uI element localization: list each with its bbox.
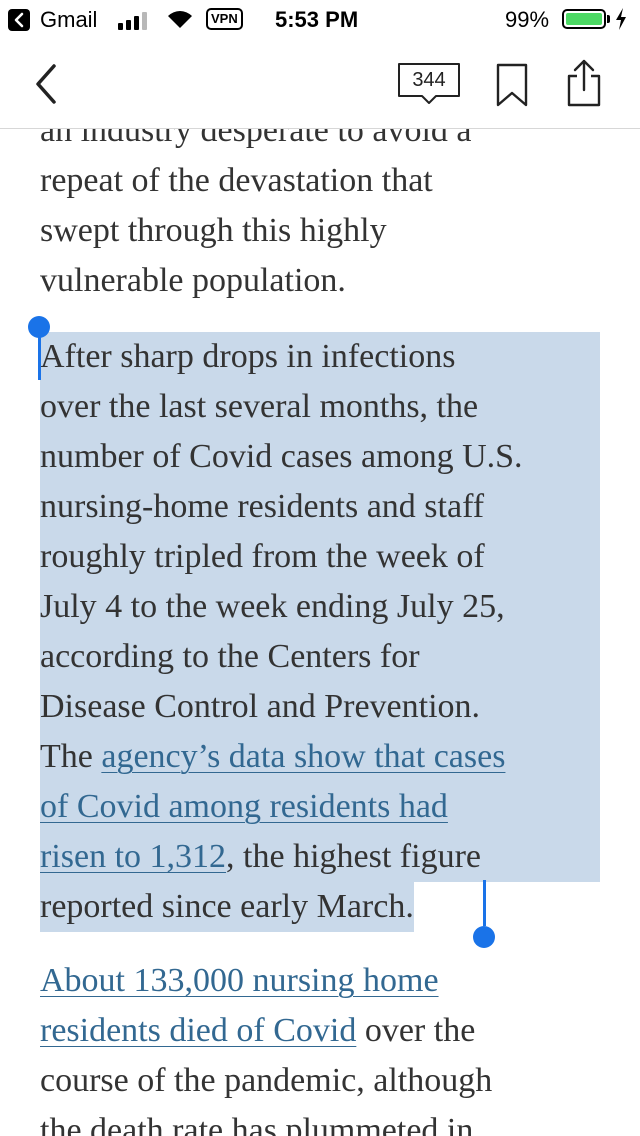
selected-text-line: The agency’s data show that cases: [40, 732, 600, 782]
battery-tip: [607, 15, 610, 23]
text-line: About 133,000 nursing home: [40, 956, 600, 1006]
wifi-icon: [168, 11, 192, 28]
comments-button[interactable]: 344: [396, 62, 462, 104]
text-line: residents died of Covid over the: [40, 1006, 600, 1056]
line-text: The: [40, 738, 102, 775]
selected-text-line: After sharp drops in infections: [40, 332, 600, 382]
selected-text-line: risen to 1,312, the highest figure: [40, 832, 600, 882]
charging-bolt-icon: [616, 8, 626, 30]
cdc-data-link[interactable]: of Covid among residents had: [40, 788, 448, 825]
selected-text-line: July 4 to the week ending July 25,: [40, 582, 600, 632]
selected-text-line: over the last several months, the: [40, 382, 600, 432]
selected-text-line: number of Covid cases among U.S.: [40, 432, 600, 482]
text-line: repeat of the devastation that: [40, 162, 433, 199]
selection-end-caret: [483, 880, 486, 926]
article-paragraph[interactable]: an industry desperate to avoid a repeat …: [40, 128, 600, 306]
selection-end-handle[interactable]: [473, 926, 495, 948]
cdc-data-link[interactable]: agency’s data show that cases: [101, 738, 506, 775]
deaths-link[interactable]: residents died of Covid: [40, 1012, 357, 1049]
article-toolbar: 344: [0, 40, 640, 129]
share-icon[interactable]: [564, 58, 604, 108]
comment-count: 344: [412, 69, 446, 91]
selected-text-line: reported since early March.: [40, 882, 414, 932]
article-body: an industry desperate to avoid a repeat …: [40, 128, 600, 1136]
selected-text-line: according to the Centers for: [40, 632, 600, 682]
selected-text-line: Disease Control and Prevention.: [40, 682, 600, 732]
line-text: , the highest figure: [226, 838, 481, 875]
selected-text-line: of Covid among residents had: [40, 782, 600, 832]
selection-start-handle[interactable]: [28, 316, 50, 338]
text-line: swept through this highly: [40, 212, 387, 249]
cellular-signal-icon: [118, 12, 147, 30]
battery-percent: 99%: [505, 7, 550, 32]
clock: 5:53 PM: [275, 7, 359, 32]
selection-start-caret: [38, 334, 41, 380]
cdc-data-link[interactable]: risen to 1,312: [40, 838, 227, 875]
text-line: an industry desperate to avoid a: [40, 128, 472, 149]
vpn-badge: VPN: [206, 8, 243, 30]
back-chevron-icon[interactable]: [30, 62, 66, 106]
line-text: over the: [356, 1012, 476, 1049]
text-line: course of the pandemic, although: [40, 1062, 493, 1099]
bookmark-icon[interactable]: [494, 62, 530, 108]
status-bar: Gmail VPN 5:53 PM 99%: [0, 0, 640, 40]
text-line: the death rate has plummeted in: [40, 1112, 474, 1136]
back-app-label[interactable]: Gmail: [40, 7, 98, 32]
back-to-app-icon[interactable]: [8, 9, 30, 31]
text-line: vulnerable population.: [40, 262, 346, 299]
comment-bubble-icon: [398, 63, 460, 104]
deaths-link[interactable]: About 133,000 nursing home: [40, 962, 439, 999]
selected-text-line: nursing-home residents and staff: [40, 482, 600, 532]
article-paragraph[interactable]: About 133,000 nursing home residents die…: [40, 956, 600, 1136]
selected-paragraph[interactable]: After sharp drops in infections over the…: [40, 332, 600, 932]
selected-text-line: roughly tripled from the week of: [40, 532, 600, 582]
battery-icon: [562, 9, 606, 29]
